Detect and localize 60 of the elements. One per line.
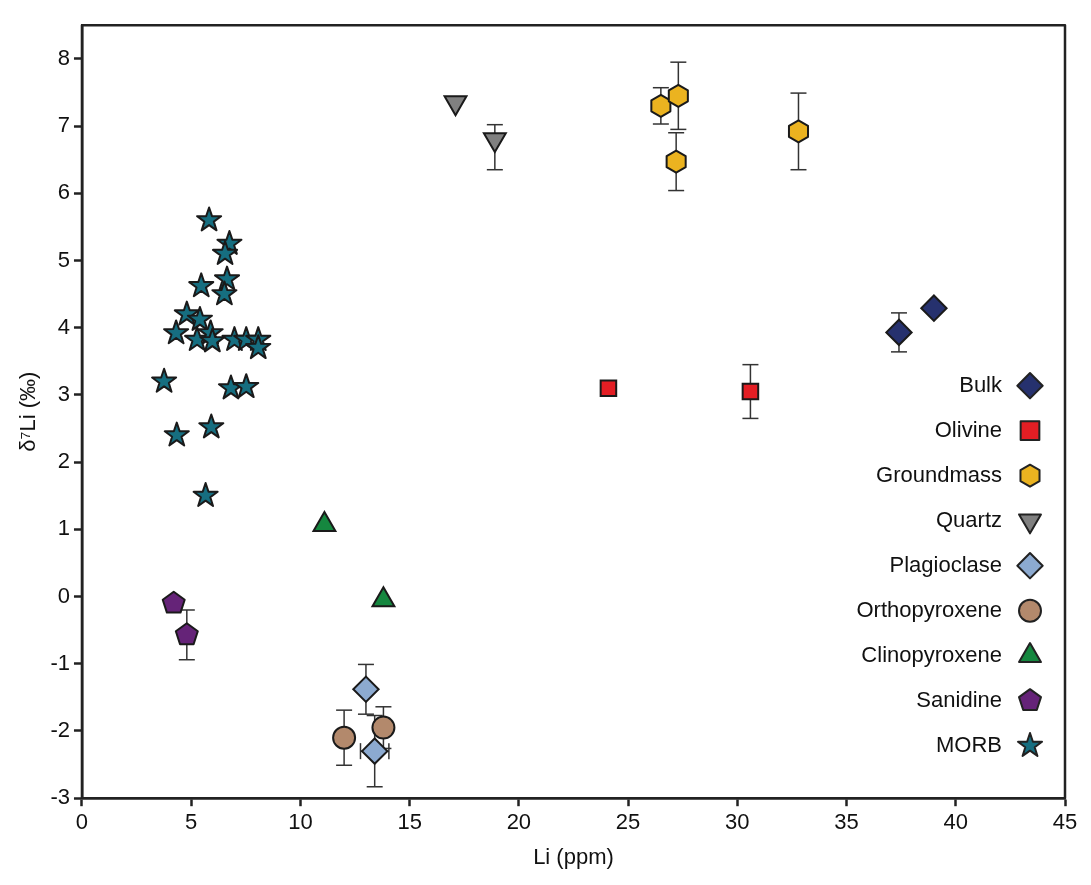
legend-label: Plagioclase	[889, 551, 1002, 577]
point	[174, 622, 199, 646]
point	[163, 421, 190, 447]
legend-label: Quartz	[935, 506, 1002, 532]
x-tick-label: 0	[75, 809, 89, 835]
point	[192, 482, 219, 507]
point	[920, 294, 948, 322]
x-tick-label: 35	[834, 809, 859, 835]
y-tick-label: 6	[57, 179, 70, 205]
y-tick-label: 5	[57, 246, 70, 272]
point	[163, 319, 190, 345]
point	[650, 93, 672, 118]
y-tick-label: 7	[57, 112, 70, 138]
point	[151, 367, 178, 393]
point	[599, 379, 618, 397]
point	[332, 725, 357, 750]
y-tick-label: 0	[57, 582, 70, 608]
y-tick-label: -3	[50, 784, 70, 810]
point	[188, 272, 215, 298]
x-tick-label: 10	[288, 809, 313, 835]
y-tick-label: 2	[57, 448, 70, 474]
legend-label: Clinopyroxene	[861, 641, 1002, 667]
point	[245, 334, 272, 360]
x-tick-label: 15	[397, 809, 422, 835]
point	[199, 327, 226, 353]
legend-label: Bulk	[959, 371, 1003, 397]
y-tick-label: -2	[50, 717, 70, 743]
x-axis-title: Li (ppm)	[533, 843, 614, 869]
legend-label: MORB	[936, 731, 1002, 757]
point	[885, 318, 913, 347]
point	[186, 305, 213, 331]
point	[371, 715, 396, 740]
legend-label: Olivine	[934, 416, 1002, 442]
point	[787, 119, 810, 144]
y-axis-title: δ⁷Li (‰)	[15, 371, 41, 452]
y-tick-label: 3	[57, 380, 70, 406]
y-tick-label: -1	[50, 649, 70, 675]
point	[196, 206, 223, 232]
y-tick-label: 4	[57, 313, 70, 339]
point	[161, 590, 186, 614]
x-tick-label: 30	[725, 809, 750, 835]
point	[361, 737, 389, 765]
point	[352, 675, 380, 703]
x-tick-label: 40	[943, 809, 969, 835]
point	[741, 382, 760, 401]
x-tick-label: 5	[185, 809, 198, 835]
y-tick-label: 8	[57, 44, 70, 70]
point	[233, 373, 260, 399]
legend-label: Sanidine	[916, 686, 1002, 712]
x-tick-label: 45	[1052, 809, 1078, 835]
point	[667, 83, 689, 108]
point	[212, 240, 239, 265]
point	[198, 413, 225, 439]
x-tick-label: 20	[506, 809, 532, 835]
legend-label: Groundmass	[876, 461, 1002, 487]
y-tick-label: 1	[57, 515, 70, 541]
legend-label: Orthopyroxene	[856, 596, 1002, 622]
point	[211, 280, 238, 306]
point	[665, 149, 687, 174]
x-tick-label: 25	[615, 809, 641, 835]
